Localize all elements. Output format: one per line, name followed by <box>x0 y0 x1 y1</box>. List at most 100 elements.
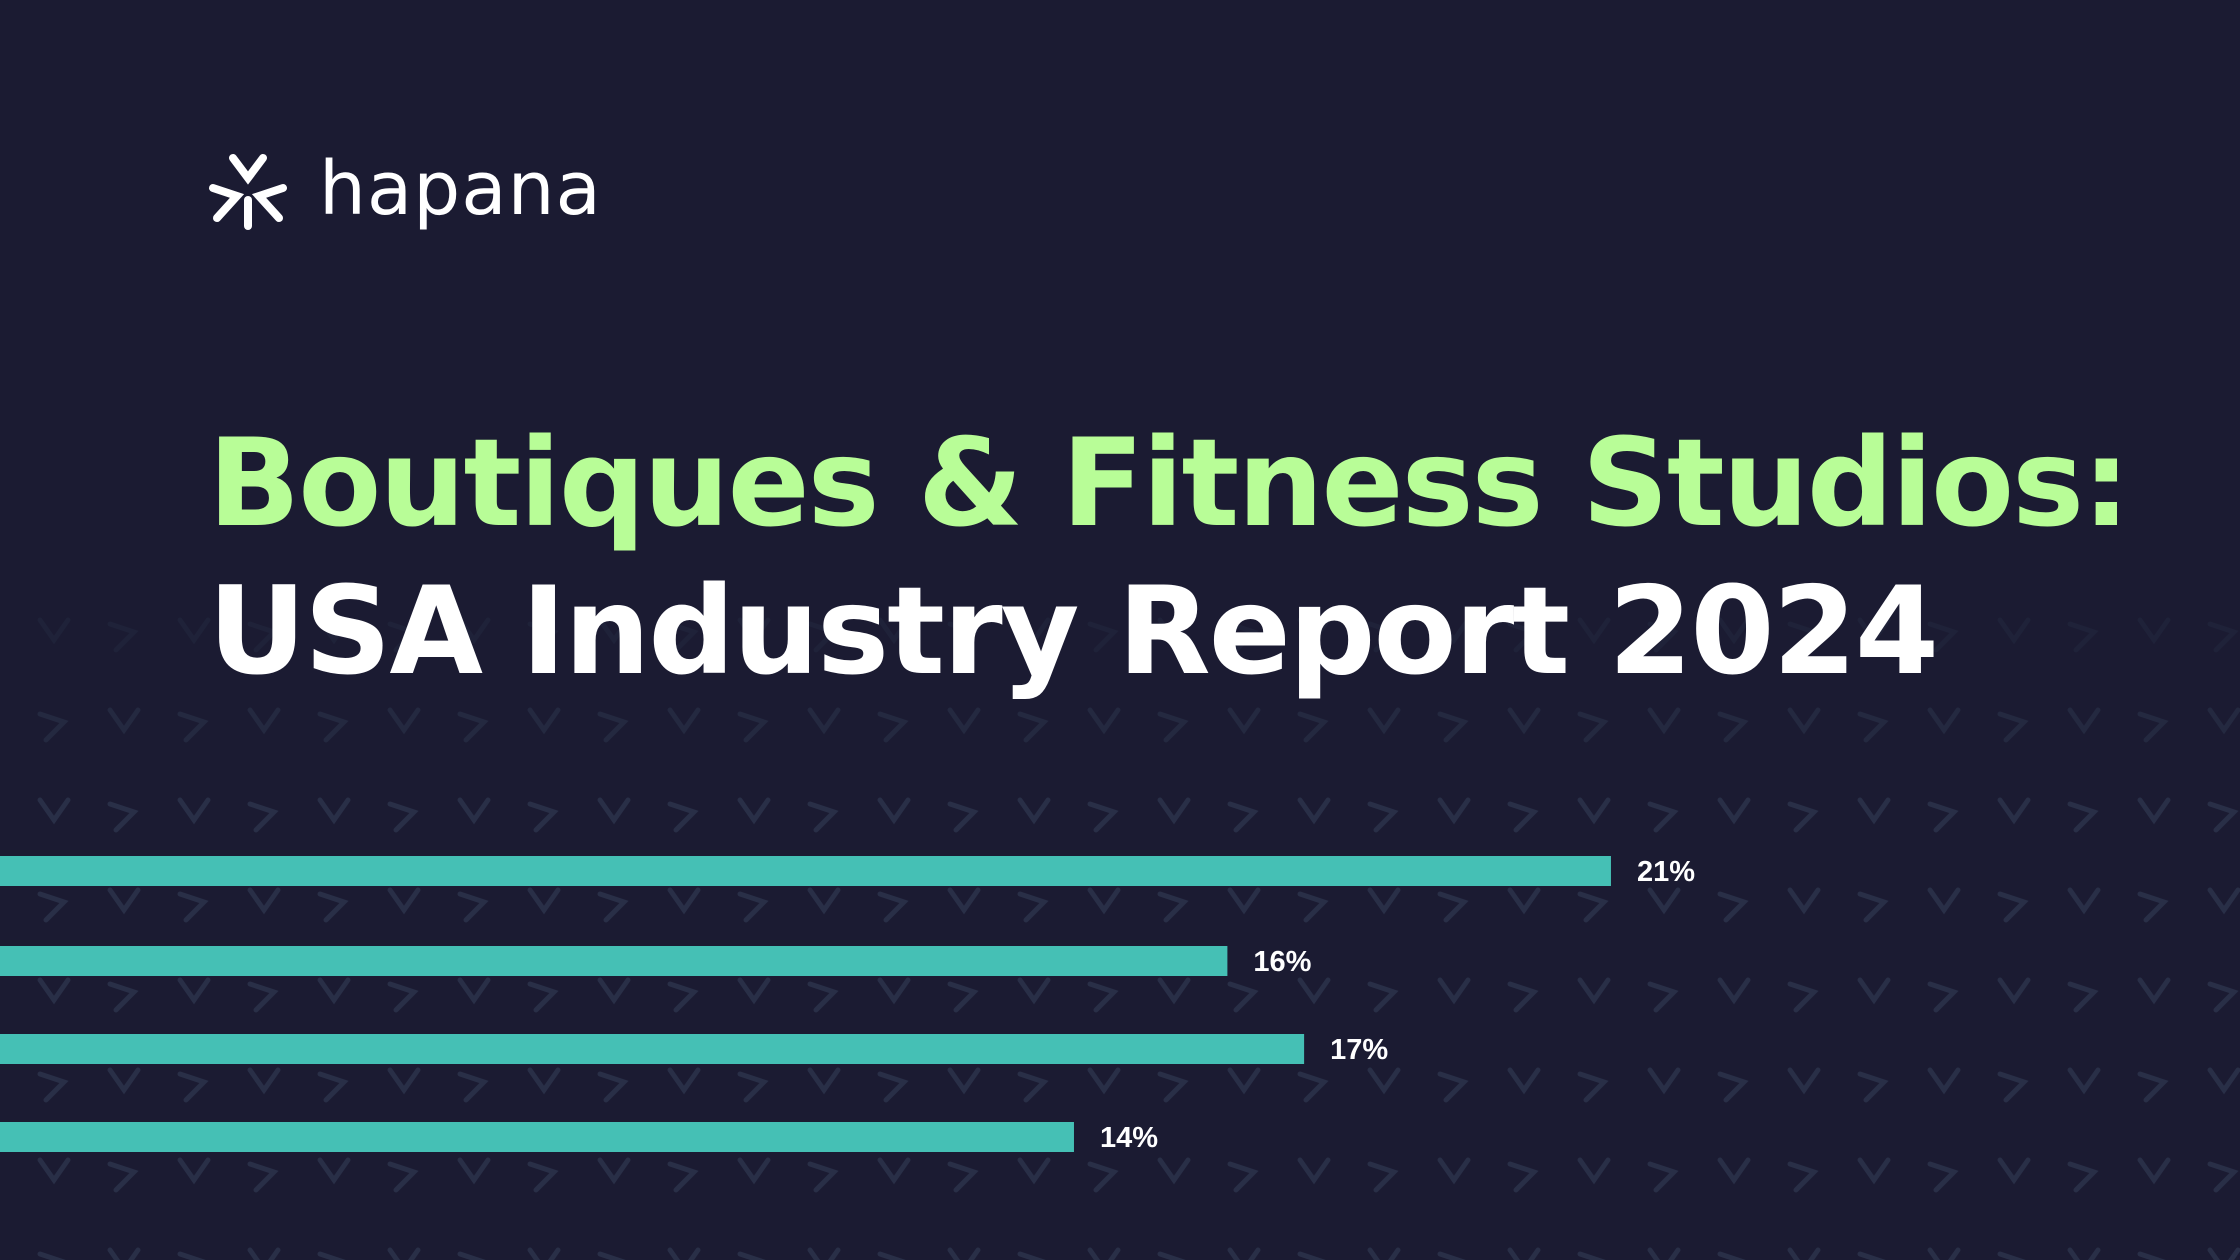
pattern-glyph <box>1647 1247 1681 1260</box>
pattern-glyph <box>597 797 631 825</box>
title-line-2: USA Industry Report 2024 <box>208 561 1939 702</box>
pattern-glyph <box>527 801 559 833</box>
bar-label-2: 16% <box>1253 946 1311 978</box>
pattern-glyph <box>1367 707 1401 735</box>
pattern-glyph <box>247 1247 281 1260</box>
pattern-glyph <box>2067 1247 2101 1260</box>
pattern-glyph <box>177 711 209 743</box>
pattern-glyph <box>1857 1251 1886 1260</box>
pattern-glyph <box>1437 797 1471 825</box>
pattern-glyph <box>1717 797 1751 825</box>
pattern-glyph <box>1297 711 1329 743</box>
pattern-glyph <box>1017 711 1049 743</box>
pattern-glyph <box>1577 797 1611 825</box>
pattern-glyph <box>1087 707 1121 735</box>
pattern-glyph <box>737 1251 766 1260</box>
pattern-glyph <box>107 801 139 833</box>
pattern-glyph <box>807 707 841 735</box>
pattern-glyph <box>37 617 71 645</box>
pattern-glyph <box>1157 1251 1186 1260</box>
pattern-glyph <box>737 711 769 743</box>
title-line-1: Boutiques & Fitness Studios: <box>208 413 2131 554</box>
pattern-glyph <box>387 1247 421 1260</box>
pattern-glyph <box>2207 1247 2240 1260</box>
pattern-glyph <box>1297 1251 1326 1260</box>
pattern-glyph <box>107 1247 141 1260</box>
brand-wordmark: hapana <box>319 146 602 232</box>
pattern-glyph <box>1717 711 1749 743</box>
pattern-glyph <box>947 707 981 735</box>
pattern-glyph <box>1997 797 2031 825</box>
pattern-glyph <box>1507 1247 1541 1260</box>
hapana-mark-icon <box>209 154 287 230</box>
pattern-glyph <box>2207 621 2239 653</box>
pattern-glyph <box>877 797 911 825</box>
pattern-glyph <box>1017 797 1051 825</box>
pattern-glyph <box>177 1251 206 1260</box>
brand-logo: hapana <box>205 152 602 232</box>
pattern-glyph <box>107 707 141 735</box>
bar-3 <box>0 1034 1305 1064</box>
pattern-glyph <box>1227 1247 1261 1260</box>
pattern-glyph <box>1227 801 1259 833</box>
pattern-glyph <box>667 1247 701 1260</box>
pattern-glyph <box>1507 707 1541 735</box>
bar-label-4: 14% <box>1100 1122 1158 1154</box>
pattern-glyph <box>2137 797 2171 825</box>
pattern-glyph <box>807 801 839 833</box>
pattern-glyph <box>1367 1247 1401 1260</box>
pattern-glyph <box>877 1251 906 1260</box>
bar-1 <box>0 856 1611 886</box>
pattern-glyph <box>1857 711 1889 743</box>
pattern-glyph <box>1157 711 1189 743</box>
pattern-glyph <box>1437 711 1469 743</box>
pattern-glyph <box>1227 707 1261 735</box>
bar-label-3: 17% <box>1330 1034 1388 1066</box>
pattern-glyph <box>1787 1247 1821 1260</box>
page-title: Boutiques & Fitness Studios: USA Industr… <box>208 410 2131 706</box>
pattern-glyph <box>317 797 351 825</box>
pattern-glyph <box>597 1251 626 1260</box>
pattern-glyph <box>37 1251 66 1260</box>
pattern-glyph <box>2137 617 2171 645</box>
pattern-glyph <box>247 801 279 833</box>
pattern-glyph <box>177 797 211 825</box>
pattern-glyph <box>37 797 71 825</box>
pattern-glyph <box>1507 801 1539 833</box>
pattern-glyph <box>807 1247 841 1260</box>
pattern-glyph <box>177 617 211 645</box>
pattern-glyph <box>2137 1251 2166 1260</box>
pattern-glyph <box>1717 1251 1746 1260</box>
pattern-glyph <box>527 707 561 735</box>
pattern-glyph <box>1577 711 1609 743</box>
pattern-glyph <box>947 1247 981 1260</box>
pattern-glyph <box>667 801 699 833</box>
pattern-glyph <box>947 801 979 833</box>
pattern-glyph <box>1997 711 2029 743</box>
pattern-glyph <box>1927 707 1961 735</box>
bar-2 <box>0 946 1228 976</box>
bar-label-1: 21% <box>1637 856 1695 888</box>
pattern-glyph <box>457 711 489 743</box>
pattern-glyph <box>877 711 909 743</box>
pattern-glyph <box>737 797 771 825</box>
pattern-glyph <box>527 1247 561 1260</box>
pattern-glyph <box>2207 707 2240 735</box>
pattern-glyph <box>247 707 281 735</box>
pattern-glyph <box>1927 1247 1961 1260</box>
pattern-glyph <box>317 1251 346 1260</box>
pattern-glyph <box>1087 1247 1121 1260</box>
pattern-glyph <box>1787 707 1821 735</box>
pattern-glyph <box>457 1251 486 1260</box>
pattern-glyph <box>1997 1251 2026 1260</box>
pattern-glyph <box>387 707 421 735</box>
pattern-glyph <box>2137 711 2169 743</box>
pattern-glyph <box>2067 801 2099 833</box>
pattern-glyph <box>457 797 491 825</box>
pattern-glyph <box>2067 707 2101 735</box>
pattern-glyph <box>2207 801 2239 833</box>
pattern-glyph <box>1927 801 1959 833</box>
pattern-glyph <box>597 711 629 743</box>
pattern-glyph <box>1577 1251 1606 1260</box>
pattern-glyph <box>387 801 419 833</box>
